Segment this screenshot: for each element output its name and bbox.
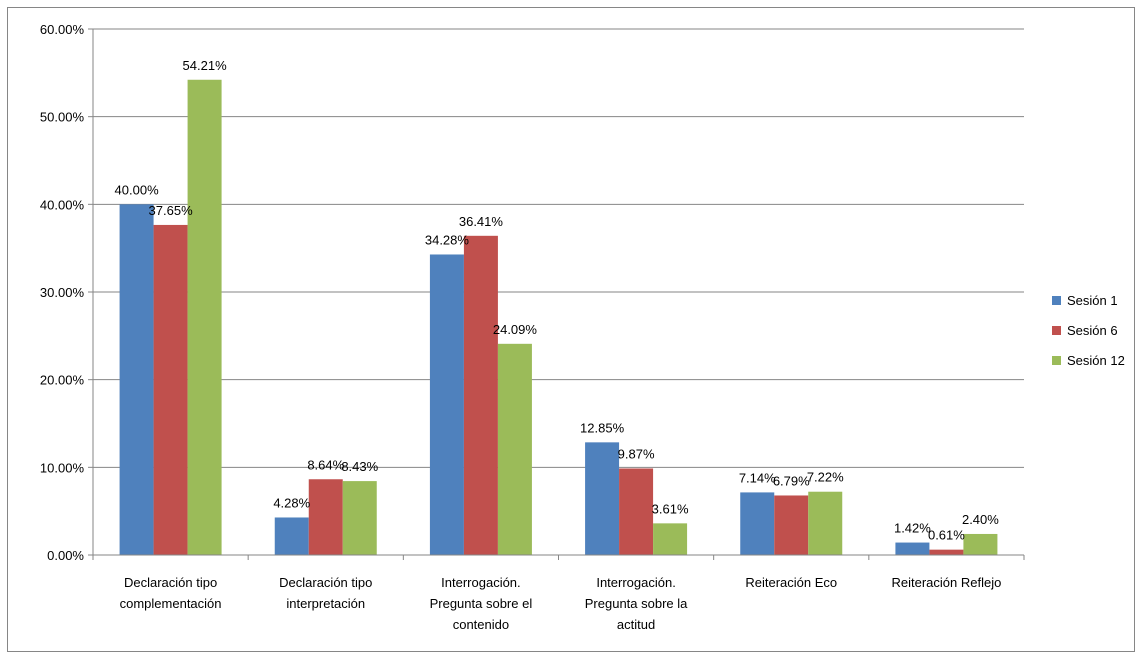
bar bbox=[308, 479, 343, 555]
x-category-label-line: complementación bbox=[120, 596, 222, 611]
data-label: 6.79% bbox=[773, 473, 810, 488]
y-tick-label: 40.00% bbox=[40, 197, 85, 212]
bar bbox=[585, 442, 620, 555]
y-tick-label: 50.00% bbox=[40, 110, 85, 125]
data-label: 9.87% bbox=[618, 446, 655, 461]
x-category-label-line: Pregunta sobre el bbox=[430, 596, 533, 611]
data-label: 8.64% bbox=[307, 457, 344, 472]
axes: 0.00% 10.00% 20.00% 30.00% 40.00% 50.00% 60.00… bbox=[40, 22, 1025, 632]
data-label: 34.28% bbox=[425, 232, 470, 247]
legend-swatch bbox=[1052, 326, 1061, 335]
data-label: 1.42% bbox=[894, 521, 931, 536]
bar bbox=[929, 549, 964, 555]
legend: Sesión 1 Sesión 6 Sesión 12 bbox=[1052, 293, 1125, 368]
data-label: 0.61% bbox=[928, 528, 965, 543]
bar bbox=[497, 343, 532, 555]
x-category-label-line: Reiteración Eco bbox=[745, 575, 837, 590]
bar bbox=[808, 491, 843, 555]
x-category-label-line: Interrogación. bbox=[596, 575, 676, 590]
bar bbox=[774, 495, 809, 555]
y-tick-label: 60.00% bbox=[40, 22, 85, 37]
bar bbox=[619, 468, 654, 555]
x-category-label-line: contenido bbox=[453, 617, 509, 632]
data-label: 36.41% bbox=[459, 214, 504, 229]
data-label: 7.22% bbox=[807, 470, 844, 485]
bar bbox=[895, 542, 930, 555]
bar bbox=[963, 533, 998, 555]
bar bbox=[740, 492, 775, 555]
bar bbox=[187, 79, 222, 555]
x-category-label-line: Declaración tipo bbox=[279, 575, 372, 590]
legend-swatch bbox=[1052, 296, 1061, 305]
bar bbox=[429, 254, 464, 555]
legend-swatch bbox=[1052, 356, 1061, 365]
x-category-label: Reiteración Reflejo bbox=[891, 575, 1001, 590]
data-label: 24.09% bbox=[493, 322, 538, 337]
x-category-label: Declaración tipo complementación bbox=[120, 575, 222, 611]
x-category-label: Reiteración Eco bbox=[745, 575, 837, 590]
bar bbox=[342, 481, 377, 555]
data-label: 12.85% bbox=[580, 420, 625, 435]
bar bbox=[653, 523, 688, 555]
x-category-label: Interrogación. Pregunta sobre el contenido bbox=[430, 575, 533, 632]
bar bbox=[153, 224, 188, 555]
legend-label: Sesión 6 bbox=[1067, 323, 1118, 338]
data-label: 40.00% bbox=[115, 182, 160, 197]
bar bbox=[119, 204, 154, 556]
data-labels: 40.00% 4.28% 34.28% 12.85% 7.14% 1.42% 37.65% 8… bbox=[115, 58, 1000, 543]
x-category-label: Declaración tipo interpretación bbox=[279, 575, 372, 611]
y-tick-label: 10.00% bbox=[40, 460, 85, 475]
data-label: 7.14% bbox=[739, 470, 776, 485]
legend-label: Sesión 1 bbox=[1067, 293, 1118, 308]
y-tick-label: 20.00% bbox=[40, 373, 85, 388]
bars bbox=[119, 79, 998, 556]
data-label: 37.65% bbox=[149, 203, 194, 218]
x-category-label-line: Reiteración Reflejo bbox=[891, 575, 1001, 590]
data-label: 3.61% bbox=[652, 501, 689, 516]
legend-label: Sesión 12 bbox=[1067, 353, 1125, 368]
y-tick-label: 30.00% bbox=[40, 285, 85, 300]
bar bbox=[274, 517, 309, 555]
data-label: 54.21% bbox=[183, 58, 228, 73]
x-category-label-line: actitud bbox=[617, 617, 655, 632]
x-category-label-line: Interrogación. bbox=[441, 575, 521, 590]
x-category-label-line: interpretación bbox=[286, 596, 365, 611]
data-label: 4.28% bbox=[273, 495, 310, 510]
x-category-label-line: Declaración tipo bbox=[124, 575, 217, 590]
data-label: 2.40% bbox=[962, 512, 999, 527]
gridlines bbox=[93, 28, 1024, 468]
y-tick-label: 0.00% bbox=[47, 548, 84, 563]
x-category-label: Interrogación. Pregunta sobre la actitud bbox=[585, 575, 688, 632]
x-category-label-line: Pregunta sobre la bbox=[585, 596, 688, 611]
bar bbox=[463, 235, 498, 555]
data-label: 8.43% bbox=[341, 459, 378, 474]
